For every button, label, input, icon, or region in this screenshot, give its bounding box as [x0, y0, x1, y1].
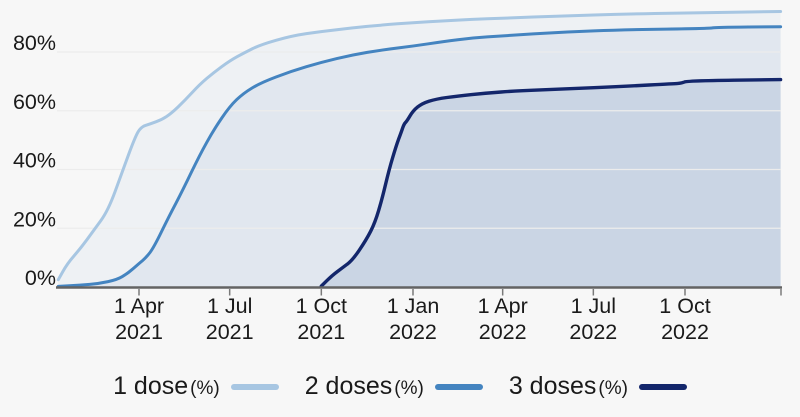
- y-tick-label: 0%: [25, 266, 56, 290]
- x-tick-label: 1 Jul: [207, 294, 252, 318]
- legend-swatch-3-doses: [638, 383, 687, 390]
- legend-swatch-2-doses: [434, 383, 483, 390]
- x-tick-label-year: 2021: [115, 320, 163, 344]
- x-tick-label: 1 Oct: [296, 294, 347, 318]
- x-tick-label-year: 2022: [661, 320, 709, 344]
- legend-swatch-1-dose: [230, 383, 279, 390]
- area-2-doses: [58, 26, 781, 287]
- y-tick-label: 20%: [13, 207, 56, 231]
- x-tick-label: 1 Jul: [571, 294, 616, 318]
- legend-text: 3 doses (%): [509, 372, 628, 401]
- legend-item-1-dose: 1 dose (%): [113, 372, 279, 401]
- x-tick-label: 1 Apr: [478, 294, 528, 318]
- legend-label-3-doses: 3 doses: [508, 372, 597, 400]
- legend-label-1-dose: 1 dose: [113, 372, 189, 400]
- x-tick-label: 1 Jan: [387, 294, 440, 318]
- chart-legend: 1 dose (%) 2 doses (%) 3 doses (%): [0, 372, 800, 401]
- legend-item-2-doses: 2 doses (%): [305, 372, 483, 401]
- legend-text: 2 doses (%): [305, 372, 424, 401]
- x-tick-label-year: 2021: [297, 320, 345, 344]
- legend-unit-1-dose: (%): [190, 378, 220, 399]
- area-3-doses: [321, 79, 781, 287]
- x-tick-label: 1 Oct: [659, 294, 710, 318]
- legend-unit-3-doses: (%): [598, 378, 628, 399]
- line-2-doses: [56, 25, 783, 288]
- legend-unit-2-doses: (%): [394, 378, 424, 399]
- line-1-dose: [56, 10, 783, 282]
- legend-item-3-doses: 3 doses (%): [509, 372, 687, 401]
- y-tick-label: 60%: [13, 90, 56, 114]
- x-tick-label-year: 2022: [479, 320, 527, 344]
- legend-label-2-doses: 2 doses: [304, 372, 393, 400]
- x-tick-label-year: 2022: [569, 320, 617, 344]
- x-tick-label: 1 Apr: [114, 294, 164, 318]
- line-3-doses: [319, 77, 783, 288]
- x-tick-label-year: 2022: [389, 320, 437, 344]
- y-tick-label: 80%: [13, 31, 56, 55]
- area-1-dose: [58, 11, 781, 287]
- y-tick-label: 40%: [13, 149, 56, 173]
- x-tick-label-year: 2021: [206, 320, 254, 344]
- legend-text: 1 dose (%): [113, 372, 220, 401]
